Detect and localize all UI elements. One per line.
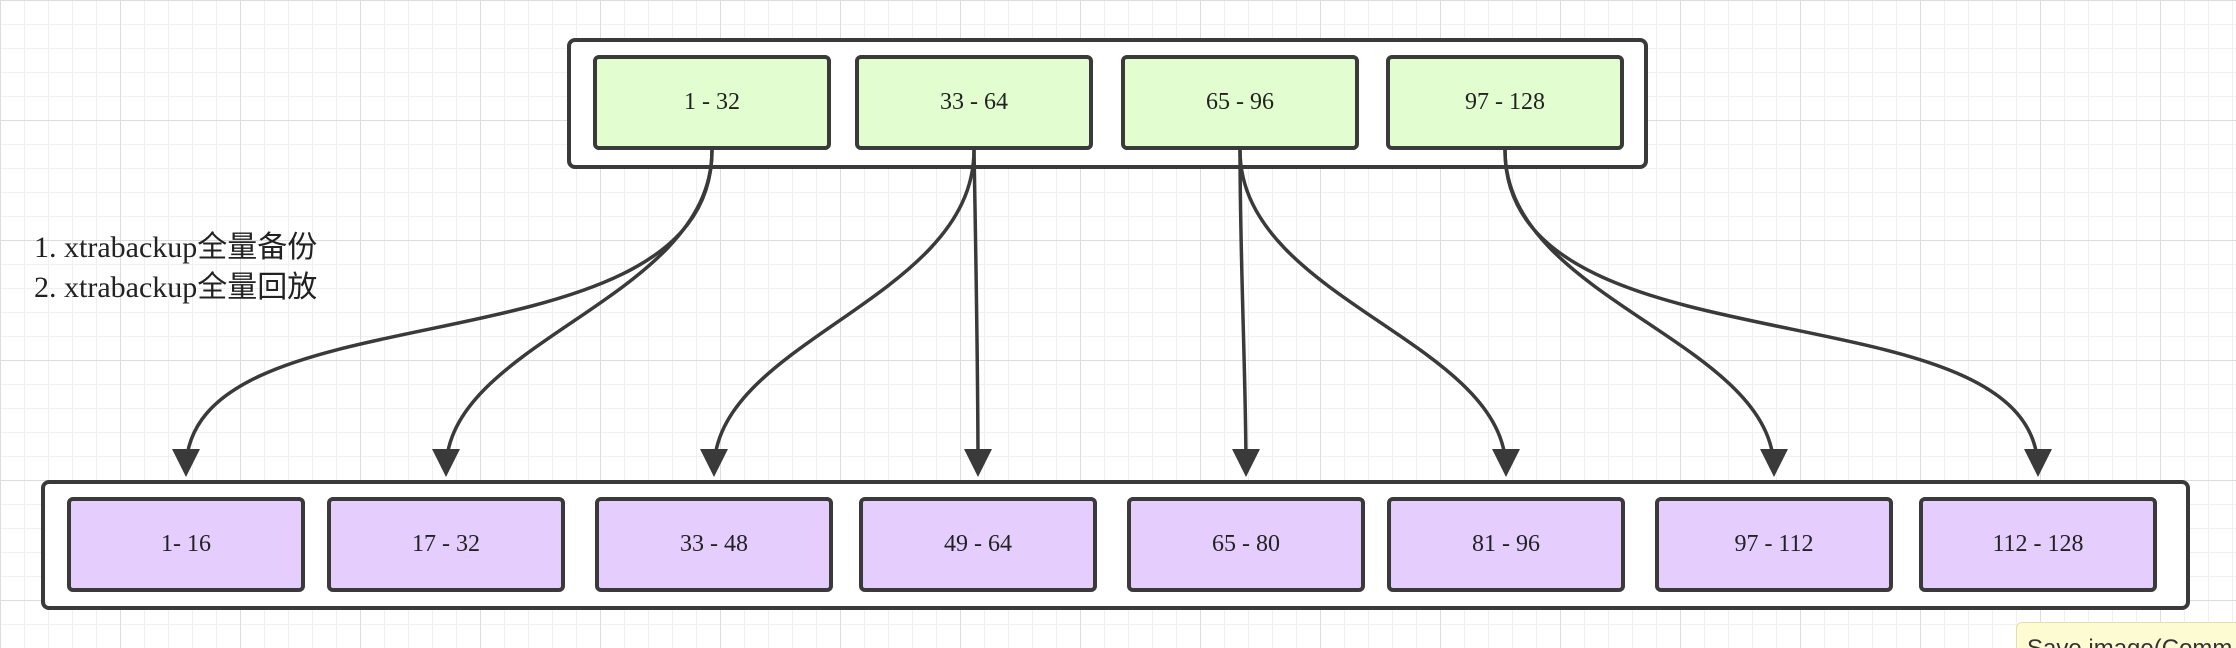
bottom-node-1[interactable]: 1- 16 [67,497,305,592]
edge-3-to-5 [1231,149,1260,477]
bottom-node-6-label: 81 - 96 [1472,531,1540,557]
top-node-2-label: 33 - 64 [940,89,1008,115]
bottom-node-7[interactable]: 97 - 112 [1655,497,1893,592]
edge-4-to-8 [1503,149,2052,477]
bottom-node-3[interactable]: 33 - 48 [595,497,833,592]
bottom-node-4[interactable]: 49 - 64 [859,497,1097,592]
bottom-node-5[interactable]: 65 - 80 [1127,497,1365,592]
edge-1-to-1 [172,149,714,477]
bottom-node-6[interactable]: 81 - 96 [1387,497,1625,592]
edge-1-to-2 [432,149,714,477]
edge-2-to-4 [963,149,992,477]
save-image-tooltip[interactable]: Save image(Comm [2016,622,2236,648]
bottom-node-8[interactable]: 112 - 128 [1919,497,2157,592]
top-node-3[interactable]: 65 - 96 [1121,55,1359,150]
top-node-4[interactable]: 97 - 128 [1386,55,1624,150]
bottom-node-8-label: 112 - 128 [1992,531,2084,557]
bottom-node-4-label: 49 - 64 [944,531,1012,557]
bottom-node-2[interactable]: 17 - 32 [327,497,565,592]
top-node-3-label: 65 - 96 [1206,89,1274,115]
bottom-node-1-label: 1- 16 [161,531,211,557]
edge-2-to-3 [700,149,976,477]
bottom-node-2-label: 17 - 32 [412,531,480,557]
bottom-node-3-label: 33 - 48 [680,531,748,557]
top-node-1[interactable]: 1 - 32 [593,55,831,150]
top-node-1-label: 1 - 32 [684,89,740,115]
top-node-2[interactable]: 33 - 64 [855,55,1093,150]
top-node-4-label: 97 - 128 [1465,89,1545,115]
edge-4-to-7 [1503,149,1788,477]
edge-3-to-6 [1238,149,1520,477]
note-1: 1. xtrabackup全量备份 [34,231,318,264]
step-notes: 1. xtrabackup全量备份 2. xtrabackup全量回放 [34,228,317,308]
note-2: 2. xtrabackup全量回放 [34,271,318,304]
bottom-node-5-label: 65 - 80 [1212,531,1280,557]
bottom-node-7-label: 97 - 112 [1734,531,1814,557]
